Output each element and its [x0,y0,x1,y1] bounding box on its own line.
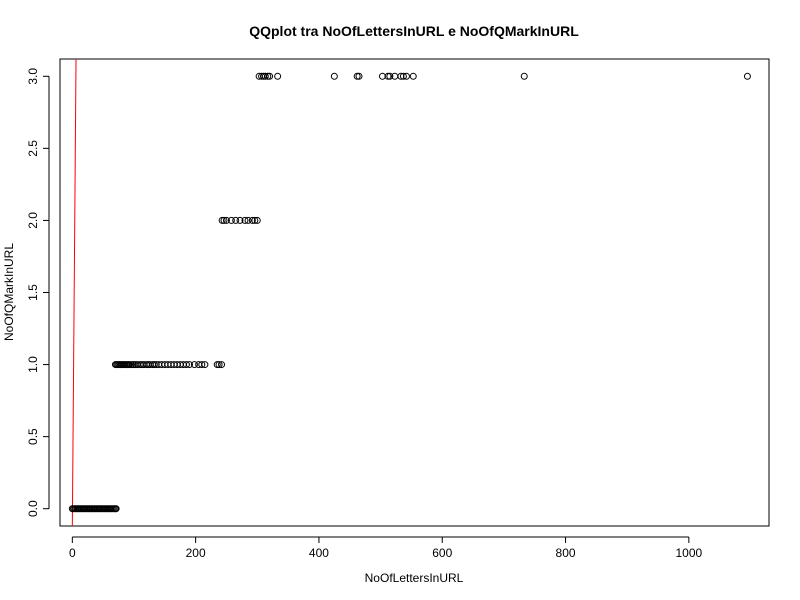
x-axis-label: NoOfLettersInURL [365,571,464,585]
y-tick-label: 2.0 [26,212,40,229]
data-point [182,361,190,369]
data-point [222,216,230,224]
data-point [264,72,272,80]
data-point [520,72,528,80]
data-point [150,361,158,369]
data-point [218,361,226,369]
data-point [261,72,269,80]
data-point [253,216,261,224]
data-point [125,361,133,369]
data-point [402,72,410,80]
data-point [266,72,274,80]
plot-frame [59,58,770,527]
x-tick-label: 400 [309,546,329,560]
data-point [215,361,223,369]
data-point [218,216,226,224]
data-point [353,72,361,80]
data-point [201,361,209,369]
chart-title: QQplot tra NoOfLettersInURL e NoOfQMarkI… [249,23,579,39]
y-tick-label: 0.0 [26,500,40,517]
y-tick-label: 1.0 [26,356,40,373]
points-layer [68,72,751,513]
y-tick-label: 0.5 [26,428,40,445]
data-point [112,505,120,513]
y-axis: 0.0 0.5 1.0 1.5 2.0 2.5 3.0 [26,68,50,517]
data-point [274,72,282,80]
data-point [220,216,228,224]
data-point [190,361,198,369]
data-point [185,361,193,369]
x-tick-label: 200 [186,546,206,560]
data-point [743,72,751,80]
data-point [244,216,252,224]
reference-line-layer [71,58,77,527]
data-point [236,216,244,224]
data-point [248,216,256,224]
x-tick-label: 0 [69,546,76,560]
data-point [399,72,407,80]
data-point [127,361,135,369]
data-point [355,72,363,80]
data-point [409,72,417,80]
data-point [232,216,240,224]
data-point [198,361,206,369]
data-point [384,72,392,80]
data-point [330,72,338,80]
data-point [227,216,235,224]
y-tick-label: 2.5 [26,140,40,157]
x-tick-label: 600 [432,546,452,560]
y-tick-label: 3.0 [26,68,40,85]
y-axis-label: NoOfQMarkInURL [2,243,16,341]
data-point [241,216,249,224]
x-tick-label: 800 [556,546,576,560]
reference-line [71,58,77,527]
data-point [386,72,394,80]
data-point [213,361,221,369]
x-axis: 0 200 400 600 800 1000 [69,536,703,560]
x-tick-label: 1000 [676,546,703,560]
data-point [251,216,259,224]
plot-area [59,58,770,527]
y-tick-label: 1.5 [26,284,40,301]
